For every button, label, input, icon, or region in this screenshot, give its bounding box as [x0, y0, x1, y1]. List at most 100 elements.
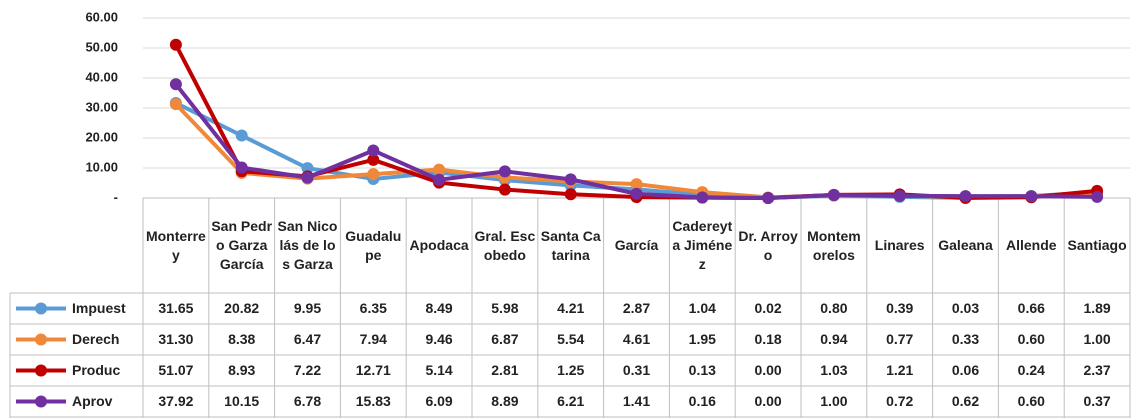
table-value: 7.22 — [293, 362, 322, 378]
table-value: 6.21 — [557, 393, 585, 409]
table-value: 1.00 — [820, 393, 848, 409]
table-value: 31.30 — [158, 331, 194, 347]
table-value: 0.60 — [1017, 393, 1045, 409]
table-value: 0.39 — [886, 300, 914, 316]
category-label: Gral. Escobedo — [474, 227, 536, 263]
point — [169, 98, 182, 111]
legend-marker — [35, 302, 47, 315]
point — [564, 188, 577, 201]
category-label: Dr. Arroyo — [738, 227, 798, 263]
table-value: 9.95 — [293, 300, 322, 316]
table-value: 0.80 — [820, 300, 848, 316]
table-value: 15.83 — [355, 393, 391, 409]
table-value: 0.16 — [688, 393, 716, 409]
point — [498, 165, 511, 178]
table-value: 0.33 — [951, 331, 980, 347]
point — [1091, 190, 1104, 203]
table-value: 0.77 — [886, 331, 914, 347]
table-value: 1.89 — [1083, 300, 1111, 316]
point — [433, 173, 446, 186]
category-label: Linares — [874, 237, 925, 253]
table-value: 0.02 — [754, 300, 782, 316]
table-value: 0.13 — [688, 362, 716, 378]
table-value: 1.95 — [688, 331, 716, 347]
category-label: Apodaca — [409, 237, 469, 253]
table-value: 1.21 — [886, 362, 914, 378]
legend-marker — [35, 364, 47, 377]
table-value: 0.00 — [754, 362, 782, 378]
table-value: 6.78 — [293, 393, 322, 409]
table-value: 0.37 — [1083, 393, 1111, 409]
category-label: Santiago — [1067, 237, 1127, 253]
point — [169, 78, 182, 91]
table-value: 0.94 — [820, 331, 848, 347]
point — [235, 129, 248, 142]
table-value: 10.15 — [224, 393, 260, 409]
table-value: 6.47 — [293, 331, 322, 347]
legend-label: Produc — [72, 362, 121, 378]
point — [235, 161, 248, 174]
table-value: 0.66 — [1017, 300, 1045, 316]
table-value: 6.87 — [491, 331, 519, 347]
table-value: 5.54 — [557, 331, 585, 347]
y-tick-label: 50.00 — [85, 39, 118, 54]
table-value: 8.93 — [228, 362, 256, 378]
y-tick-label: 40.00 — [85, 69, 118, 84]
y-tick-label: - — [114, 189, 118, 204]
table-value: 1.41 — [622, 393, 651, 409]
table-value: 0.00 — [754, 393, 782, 409]
category-label: San Nicolás de los Garza — [277, 218, 338, 272]
table-value: 6.09 — [425, 393, 453, 409]
table-value: 2.37 — [1083, 362, 1111, 378]
point — [762, 192, 775, 204]
y-tick-label: 30.00 — [85, 99, 118, 114]
table-value: 31.65 — [158, 300, 194, 316]
point — [367, 153, 380, 166]
table-value: 0.03 — [951, 300, 980, 316]
table-value: 4.21 — [557, 300, 585, 316]
category-label: Montemorelos — [807, 227, 861, 263]
point — [169, 38, 182, 51]
point — [630, 178, 643, 191]
table-value: 1.00 — [1083, 331, 1111, 347]
table-value: 51.07 — [158, 362, 194, 378]
table-value: 8.38 — [228, 331, 256, 347]
table-value: 0.24 — [1017, 362, 1045, 378]
table-value: 0.72 — [886, 393, 914, 409]
legend-marker — [35, 333, 47, 346]
table-value: 37.92 — [158, 393, 194, 409]
table-value: 8.89 — [491, 393, 519, 409]
point — [696, 191, 709, 204]
table-value: 8.49 — [425, 300, 453, 316]
point — [367, 168, 380, 181]
table-value: 7.94 — [359, 331, 387, 347]
table-value: 2.81 — [491, 362, 519, 378]
point — [433, 163, 446, 176]
y-tick-label: 10.00 — [85, 159, 118, 174]
category-label: Santa Catarina — [540, 227, 601, 263]
legend-marker — [35, 395, 47, 408]
y-tick-label: 20.00 — [85, 129, 118, 144]
category-label: Guadalupe — [345, 227, 402, 263]
table-value: 6.35 — [359, 300, 387, 316]
point — [564, 173, 577, 186]
table-value: 5.14 — [425, 362, 453, 378]
category-label: Galeana — [938, 237, 993, 253]
point — [959, 190, 972, 203]
table-value: 0.62 — [951, 393, 980, 409]
point — [301, 171, 314, 184]
point — [630, 187, 643, 200]
point — [367, 144, 380, 157]
legend-label: Derech — [72, 331, 120, 347]
legend-label: Impuest — [72, 300, 126, 316]
table-value: 5.98 — [491, 300, 519, 316]
category-label: San Pedro Garza García — [211, 218, 273, 272]
table-value: 20.82 — [224, 300, 260, 316]
table-value: 1.25 — [557, 362, 585, 378]
legend-label: Aprov — [72, 393, 113, 409]
table-value: 0.60 — [1017, 331, 1045, 347]
table-value: 1.04 — [688, 300, 716, 316]
table-value: 1.03 — [820, 362, 848, 378]
